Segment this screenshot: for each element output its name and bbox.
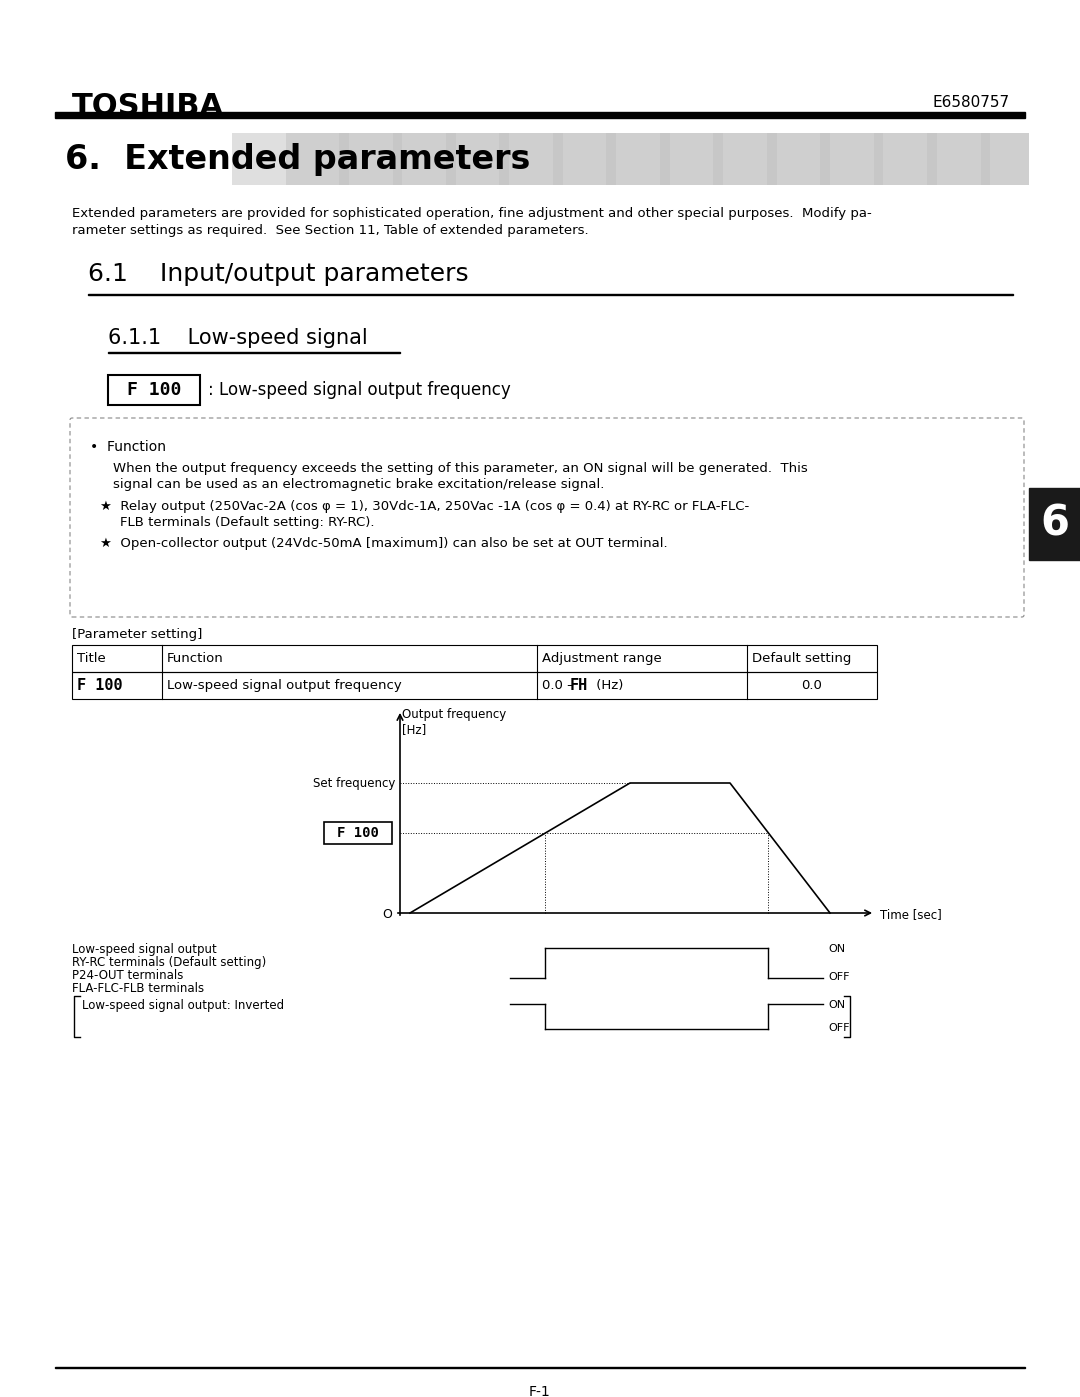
Text: F 100: F 100 [337,826,379,840]
Text: OFF: OFF [828,1023,850,1032]
Text: : Low-speed signal output frequency: : Low-speed signal output frequency [208,381,511,400]
Polygon shape [874,133,990,184]
Polygon shape [339,133,456,184]
Text: 0.0: 0.0 [801,679,823,692]
Text: 6.  Extended parameters: 6. Extended parameters [65,142,530,176]
Text: Title: Title [77,652,106,665]
Polygon shape [232,133,349,184]
Text: 0.0 –: 0.0 – [542,679,573,692]
Text: Adjustment range: Adjustment range [542,652,662,665]
Text: F 100: F 100 [77,678,123,693]
Polygon shape [607,133,724,184]
Text: Low-speed signal output: Low-speed signal output [72,943,217,956]
Polygon shape [821,133,937,184]
Text: 6.1.1    Low-speed signal: 6.1.1 Low-speed signal [108,328,368,348]
Text: Set frequency: Set frequency [312,777,395,789]
Text: Default setting: Default setting [752,652,851,665]
Text: Low-speed signal output frequency: Low-speed signal output frequency [167,679,402,692]
Text: •  Function: • Function [90,440,166,454]
Bar [324,821,392,844]
Bar [55,1366,1025,1368]
Bar [72,672,877,698]
Polygon shape [393,133,510,184]
Polygon shape [499,133,616,184]
Polygon shape [767,133,883,184]
Text: (Hz): (Hz) [592,679,623,692]
Text: FH: FH [570,678,589,693]
Text: P24-OUT terminals: P24-OUT terminals [72,970,184,982]
Polygon shape [1034,133,1080,184]
Bar [1029,488,1080,560]
Text: When the output frequency exceeds the setting of this parameter, an ON signal wi: When the output frequency exceeds the se… [113,462,808,475]
Text: [Parameter setting]: [Parameter setting] [72,629,202,641]
Text: RY-RC terminals (Default setting): RY-RC terminals (Default setting) [72,956,267,970]
Text: ON: ON [828,944,846,954]
Text: Output frequency: Output frequency [402,708,507,721]
Bar [72,645,877,672]
Text: E6580757: E6580757 [933,95,1010,110]
Polygon shape [553,133,670,184]
Text: 6: 6 [1040,503,1069,545]
Bar [108,352,400,353]
Text: TOSHIBA: TOSHIBA [72,92,225,122]
Polygon shape [660,133,777,184]
Text: Extended parameters are provided for sophisticated operation, fine adjustment an: Extended parameters are provided for sop… [72,207,872,219]
Text: FLB terminals (Default setting: RY-RC).: FLB terminals (Default setting: RY-RC). [120,515,375,529]
Polygon shape [981,133,1080,184]
Text: F 100: F 100 [126,381,181,400]
Text: ON: ON [828,1000,846,1010]
Text: O: O [382,908,392,922]
Polygon shape [446,133,563,184]
Text: [Hz]: [Hz] [402,724,427,736]
Polygon shape [927,133,1043,184]
Text: FLA-FLC-FLB terminals: FLA-FLC-FLB terminals [72,982,204,995]
Text: signal can be used as an electromagnetic brake excitation/release signal.: signal can be used as an electromagnetic… [113,478,605,490]
Text: ★  Relay output (250Vac-2A (cos φ = 1), 30Vdc-1A, 250Vac -1A (cos φ = 0.4) at RY: ★ Relay output (250Vac-2A (cos φ = 1), 3… [100,500,750,513]
Text: Time [sec]: Time [sec] [880,908,942,922]
Text: ★  Open-collector output (24Vdc-50mA [maximum]) can also be set at OUT terminal.: ★ Open-collector output (24Vdc-50mA [max… [100,536,667,550]
Text: rameter settings as required.  See Section 11, Table of extended parameters.: rameter settings as required. See Sectio… [72,224,589,237]
Text: 6.1    Input/output parameters: 6.1 Input/output parameters [87,263,469,286]
Bar [55,112,1025,117]
Text: Function: Function [167,652,224,665]
Text: OFF: OFF [828,972,850,982]
Polygon shape [713,133,829,184]
Text: F-1: F-1 [529,1384,551,1397]
Bar [87,293,1013,295]
Bar [108,374,200,405]
Text: Low-speed signal output: Inverted: Low-speed signal output: Inverted [82,999,284,1011]
Polygon shape [285,133,402,184]
